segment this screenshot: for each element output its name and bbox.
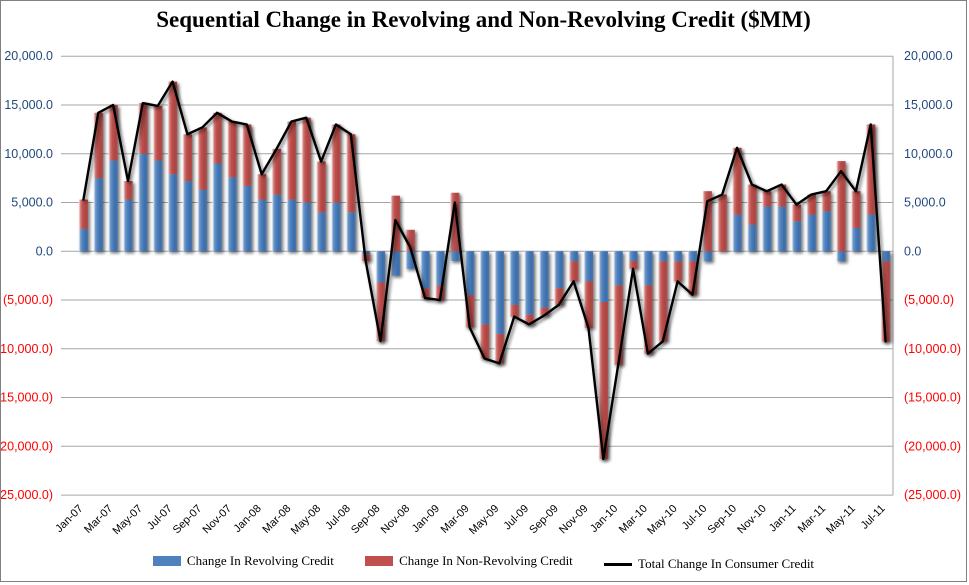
svg-text:(15,000.0): (15,000.0): [904, 391, 961, 405]
svg-text:May-09: May-09: [467, 503, 501, 537]
svg-text:Sep-07: Sep-07: [171, 503, 205, 537]
svg-text:(10,000.0): (10,000.0): [1, 342, 53, 356]
svg-text:Mar-07: Mar-07: [82, 503, 115, 536]
svg-text:Mar-09: Mar-09: [439, 503, 472, 536]
svg-text:Nov-08: Nov-08: [379, 503, 413, 537]
svg-text:5,000.0: 5,000.0: [11, 196, 53, 210]
svg-text:10,000.0: 10,000.0: [904, 147, 953, 161]
svg-text:Mar-10: Mar-10: [617, 503, 650, 536]
svg-text:(20,000.0): (20,000.0): [1, 439, 53, 453]
svg-text:10,000.0: 10,000.0: [4, 147, 53, 161]
svg-text:May-10: May-10: [645, 503, 679, 537]
svg-text:Jan-09: Jan-09: [410, 503, 442, 535]
svg-text:0.0: 0.0: [36, 244, 53, 258]
svg-text:20,000.0: 20,000.0: [904, 49, 953, 63]
svg-text:Jan-07: Jan-07: [53, 503, 85, 535]
svg-text:Jul-11: Jul-11: [859, 503, 888, 532]
svg-text:5,000.0: 5,000.0: [904, 196, 946, 210]
svg-text:(5,000.0): (5,000.0): [3, 293, 53, 307]
svg-text:20,000.0: 20,000.0: [4, 49, 53, 63]
svg-text:0.0: 0.0: [904, 244, 921, 258]
svg-text:Nov-09: Nov-09: [557, 503, 591, 537]
svg-text:(10,000.0): (10,000.0): [904, 342, 961, 356]
svg-text:Jan-10: Jan-10: [588, 503, 620, 535]
svg-text:15,000.0: 15,000.0: [4, 98, 53, 112]
svg-text:Sep-10: Sep-10: [706, 503, 740, 537]
svg-text:Jan-08: Jan-08: [232, 503, 264, 535]
svg-text:Jan-11: Jan-11: [767, 503, 799, 535]
svg-text:(25,000.0): (25,000.0): [1, 488, 53, 502]
svg-text:May-07: May-07: [111, 503, 145, 537]
svg-text:Mar-11: Mar-11: [796, 503, 829, 536]
svg-text:Nov-10: Nov-10: [735, 503, 769, 537]
svg-text:Sep-08: Sep-08: [349, 503, 383, 537]
svg-text:Sep-09: Sep-09: [527, 503, 561, 537]
svg-text:May-11: May-11: [824, 503, 858, 537]
svg-text:(25,000.0): (25,000.0): [904, 488, 961, 502]
svg-text:(15,000.0): (15,000.0): [1, 391, 53, 405]
svg-text:(20,000.0): (20,000.0): [904, 439, 961, 453]
svg-text:Nov-07: Nov-07: [201, 503, 235, 537]
svg-text:May-08: May-08: [289, 503, 323, 537]
svg-text:(5,000.0): (5,000.0): [904, 293, 954, 307]
svg-text:Mar-08: Mar-08: [260, 503, 293, 536]
svg-text:15,000.0: 15,000.0: [904, 98, 953, 112]
